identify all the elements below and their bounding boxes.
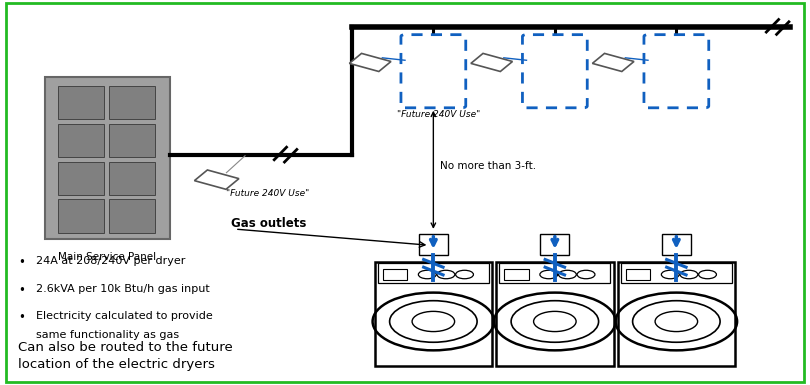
Bar xyxy=(499,263,611,283)
Bar xyxy=(620,263,732,283)
Bar xyxy=(58,162,104,195)
Bar xyxy=(419,234,448,255)
FancyBboxPatch shape xyxy=(522,35,587,108)
Text: Main Service Panel: Main Service Panel xyxy=(58,252,156,262)
Text: 2.6kVA per 10k Btu/h gas input: 2.6kVA per 10k Btu/h gas input xyxy=(36,284,210,294)
Bar xyxy=(58,199,104,233)
Bar xyxy=(377,263,489,283)
Text: Can also be routed to the future
location of the electric dryers: Can also be routed to the future locatio… xyxy=(18,341,232,371)
Bar xyxy=(625,269,650,280)
Text: Electricity calculated to provide: Electricity calculated to provide xyxy=(36,311,212,321)
FancyBboxPatch shape xyxy=(401,35,466,108)
Bar xyxy=(109,162,156,195)
Text: •: • xyxy=(18,311,24,325)
Bar xyxy=(109,199,156,233)
Bar xyxy=(662,234,691,255)
Bar xyxy=(109,86,156,119)
FancyBboxPatch shape xyxy=(644,35,709,108)
Polygon shape xyxy=(471,54,513,72)
Bar xyxy=(58,124,104,157)
Bar xyxy=(45,77,170,239)
Bar xyxy=(374,262,492,366)
Bar xyxy=(383,269,407,280)
Bar xyxy=(504,269,529,280)
Bar xyxy=(109,124,156,157)
Bar xyxy=(58,86,104,119)
Bar xyxy=(540,234,569,255)
Text: Gas outlets: Gas outlets xyxy=(231,217,306,230)
Text: same functionality as gas: same functionality as gas xyxy=(36,330,179,340)
Text: "Future 240V Use": "Future 240V Use" xyxy=(397,110,480,119)
Text: "Future 240V Use": "Future 240V Use" xyxy=(227,189,309,198)
Bar xyxy=(617,262,735,366)
Polygon shape xyxy=(349,54,391,72)
Polygon shape xyxy=(592,54,634,72)
Text: •: • xyxy=(18,256,24,269)
Text: 24A at 208/240V per dryer: 24A at 208/240V per dryer xyxy=(36,256,185,266)
Text: No more than 3-ft.: No more than 3-ft. xyxy=(440,161,536,171)
Bar xyxy=(496,262,614,366)
Polygon shape xyxy=(194,170,239,189)
Text: •: • xyxy=(18,284,24,297)
